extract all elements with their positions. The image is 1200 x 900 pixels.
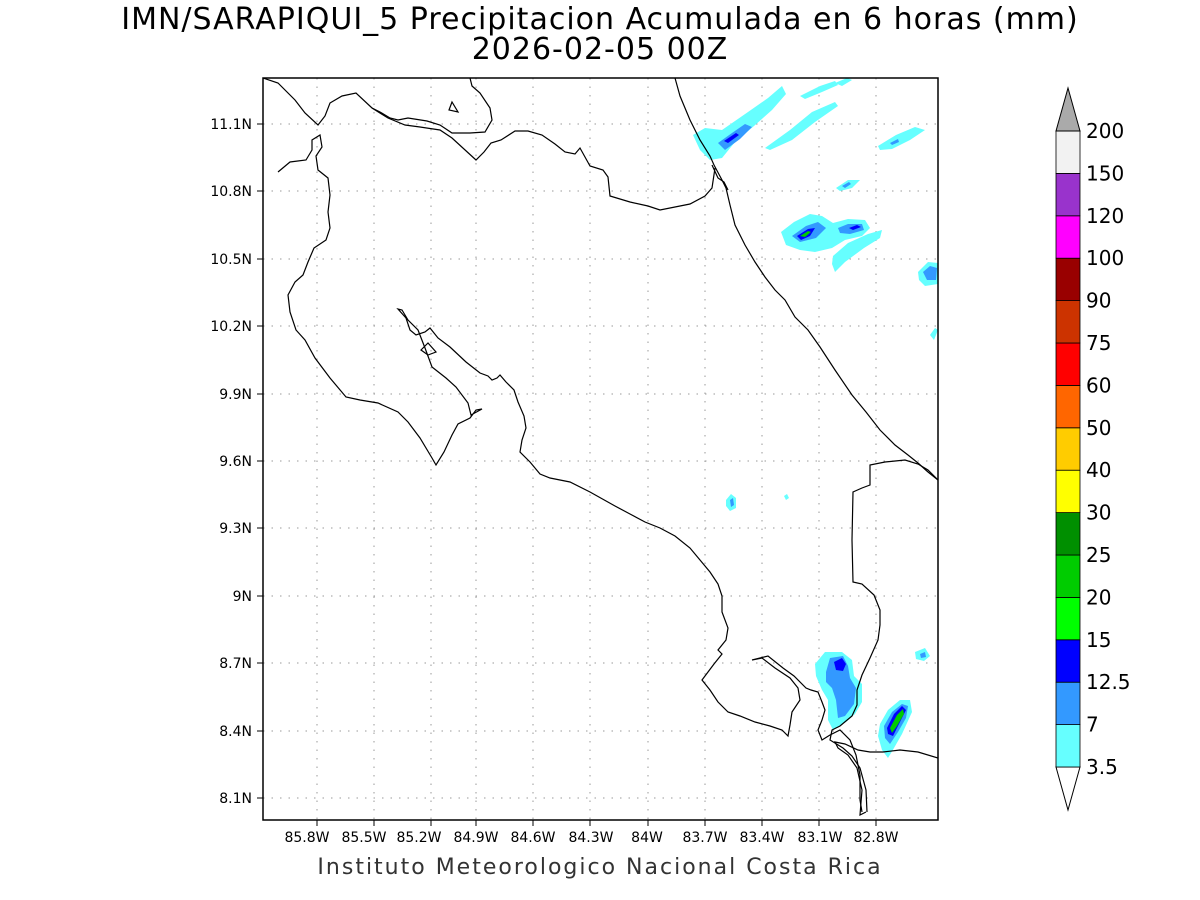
- nicoya-gulf-island: [420, 342, 438, 356]
- nicaragua-border: [263, 78, 716, 211]
- lon-label: 82.8W: [853, 830, 898, 846]
- lat-label: 9N: [233, 589, 252, 605]
- rain-patch-central: [726, 494, 789, 511]
- colorbar-swatch: [1055, 342, 1081, 386]
- colorbar-swatch: [1055, 724, 1081, 768]
- colorbar-swatch: [1055, 639, 1081, 683]
- panama-border: [829, 459, 938, 813]
- colorbar-level-label: 7: [1086, 713, 1099, 737]
- colorbar-upper-arrow: [1055, 86, 1081, 132]
- lat-label: 10.2N: [210, 319, 252, 335]
- rain-patch-caribbean-central: [781, 214, 938, 340]
- colorbar-level-label: 15: [1086, 628, 1111, 652]
- colorbar-level-label: 25: [1086, 543, 1111, 567]
- lat-label: 9.6N: [219, 454, 252, 470]
- colorbar-level-label: 120: [1086, 204, 1124, 228]
- lon-label: 83.7W: [682, 830, 727, 846]
- axis-tick-marks: [257, 123, 877, 826]
- colorbar-level-label: 12.5: [1086, 670, 1131, 694]
- nicaragua-lake-shore: [371, 78, 493, 134]
- san-juan-river: [711, 164, 729, 191]
- colorbar-swatch: [1055, 469, 1081, 514]
- lat-label: 8.1N: [219, 791, 252, 807]
- rain-patch-caribbean-north: [693, 78, 925, 191]
- lon-label: 84.3W: [568, 830, 613, 846]
- colorbar-level-label: 75: [1086, 331, 1111, 355]
- map-title: IMN/SARAPIQUI_5 Precipitacion Acumulada …: [121, 2, 1079, 37]
- colorbar-level-label: 3.5: [1086, 755, 1118, 779]
- colorbar-level-label: 30: [1086, 501, 1111, 525]
- map-frame: [262, 77, 939, 821]
- colorbar-legend: 3.5 7 12.5 15 20 25 30 40 50 60 75 90 100 120 150 200: [1055, 86, 1131, 812]
- colorbar-swatch: [1055, 130, 1081, 174]
- lon-label: 83.4W: [739, 830, 784, 846]
- colorbar-swatch: [1055, 215, 1081, 259]
- lon-label: 83.1W: [797, 830, 842, 846]
- colorbar-swatch: [1055, 172, 1081, 217]
- colorbar-level-label: 20: [1086, 585, 1111, 609]
- rain-patch-south: [815, 648, 930, 758]
- lon-label: 84.9W: [453, 830, 498, 846]
- lon-label: 85.8W: [284, 830, 329, 846]
- ometepe-island: [448, 100, 460, 113]
- longitude-labels: 85.8W 85.5W 85.2W 84.9W 84.6W 84.3W 84W …: [284, 830, 898, 846]
- colorbar-level-label: 100: [1086, 246, 1124, 270]
- colorbar-level-label: 200: [1086, 119, 1124, 143]
- lat-label: 9.3N: [219, 521, 252, 537]
- colorbar-level-label: 90: [1086, 289, 1111, 313]
- colorbar-swatch: [1055, 427, 1081, 471]
- map-datetime: 2026-02-05 00Z: [471, 32, 729, 67]
- colorbar-level-label: 150: [1086, 161, 1124, 185]
- lat-label: 11.1N: [210, 117, 252, 133]
- lat-label: 10.5N: [210, 252, 252, 268]
- lat-label: 10.8N: [210, 184, 252, 200]
- lon-label: 85.2W: [396, 830, 441, 846]
- lat-label: 8.7N: [219, 656, 252, 672]
- colorbar-swatch: [1055, 300, 1081, 344]
- colorbar-lower-arrow: [1055, 766, 1081, 812]
- footer-credit: Instituto Meteorologico Nacional Costa R…: [317, 855, 883, 880]
- precipitation-areas: [693, 78, 938, 758]
- lat-label: 8.4N: [219, 724, 252, 740]
- lon-label: 84W: [631, 830, 663, 846]
- latitude-labels: 11.1N 10.8N 10.5N 10.2N 9.9N 9.6N 9.3N 9…: [210, 117, 252, 807]
- colorbar-swatch: [1055, 597, 1081, 641]
- colorbar-level-label: 40: [1086, 458, 1111, 482]
- colorbar-swatch: [1055, 554, 1081, 598]
- colorbar-swatch: [1055, 681, 1081, 726]
- burica-peninsula: [833, 741, 938, 817]
- coastline-and-borders: [263, 78, 938, 817]
- colorbar-swatch: [1055, 257, 1081, 302]
- colorbar-swatch: [1055, 512, 1081, 556]
- caribbean-coast: [674, 78, 938, 481]
- colorbar-level-label: 50: [1086, 416, 1111, 440]
- lon-label: 84.6W: [510, 830, 555, 846]
- colorbar-swatch: [1055, 384, 1081, 429]
- lon-label: 85.5W: [341, 830, 386, 846]
- colorbar-level-label: 60: [1086, 373, 1111, 397]
- lat-label: 9.9N: [219, 387, 252, 403]
- pacific-coast: [277, 134, 863, 813]
